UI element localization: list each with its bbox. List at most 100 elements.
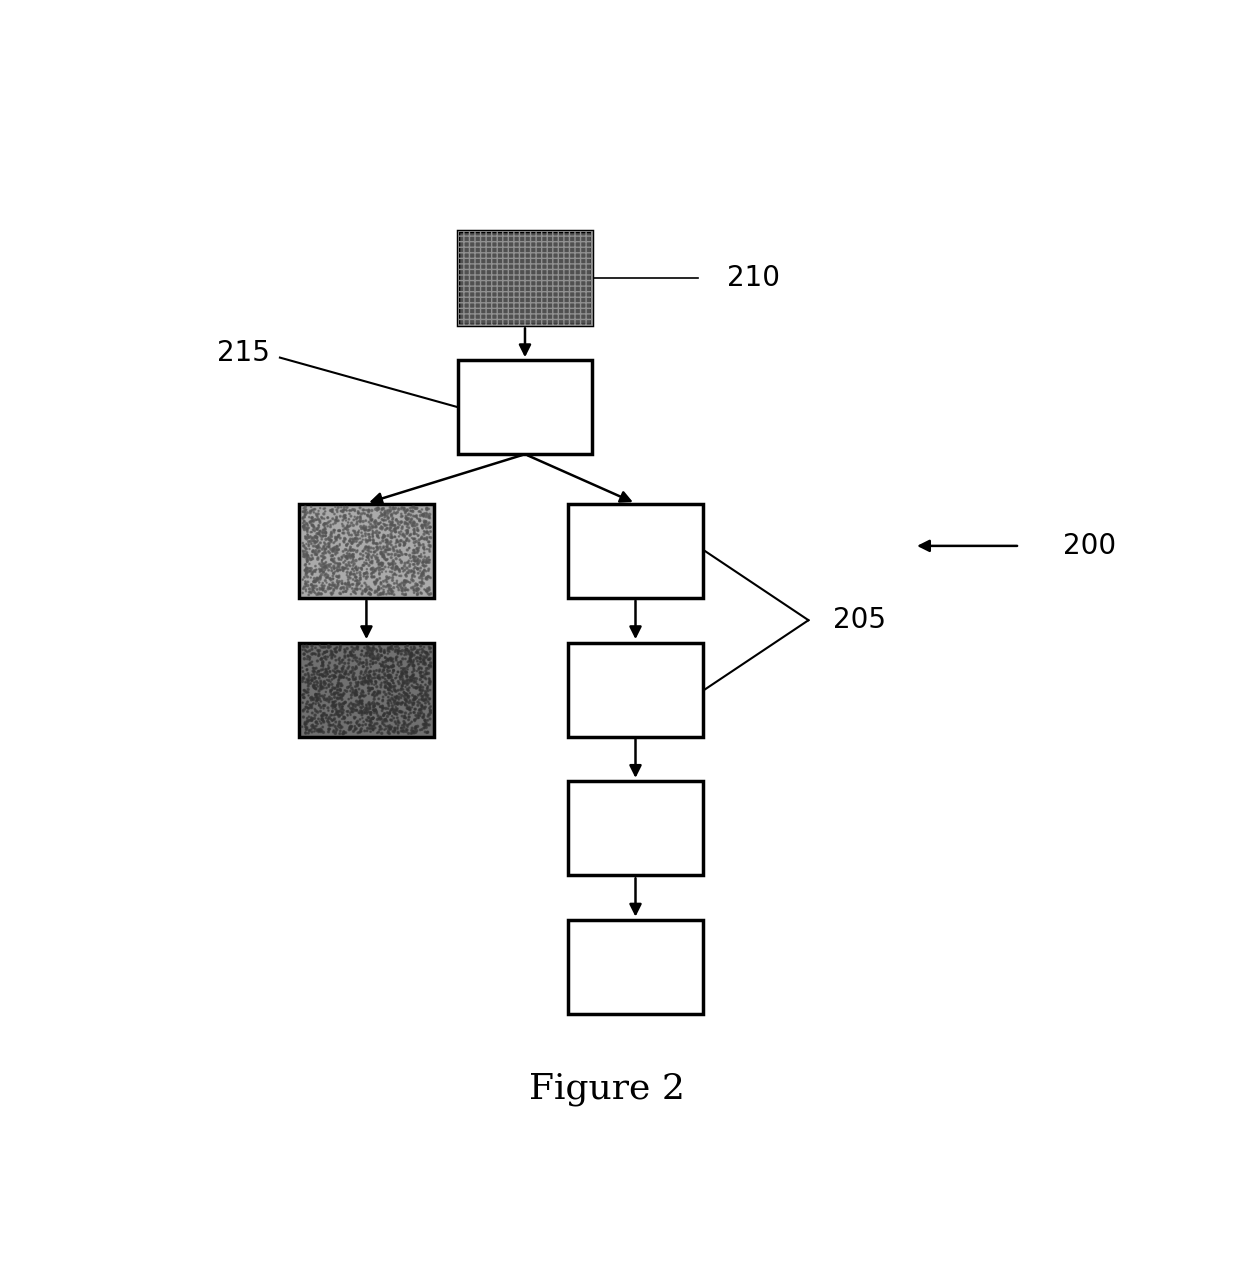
Point	[402, 644, 422, 664]
Point	[304, 676, 324, 696]
Point	[334, 507, 353, 528]
Point	[407, 524, 427, 544]
Point	[295, 717, 315, 737]
Point	[418, 677, 438, 698]
Point	[362, 709, 382, 730]
Point	[410, 663, 430, 683]
Point	[303, 507, 322, 528]
Point	[366, 673, 386, 694]
Point	[326, 694, 346, 714]
Point	[337, 497, 357, 517]
Point	[398, 501, 418, 521]
Point	[352, 641, 372, 662]
Point	[361, 671, 381, 691]
Point	[414, 555, 434, 575]
Bar	[458, 360, 593, 454]
Point	[322, 566, 342, 587]
Point	[378, 637, 398, 658]
Point	[336, 535, 356, 556]
Point	[306, 510, 326, 530]
Point	[310, 579, 330, 600]
Point	[350, 722, 370, 743]
Point	[312, 664, 332, 685]
Point	[315, 539, 335, 560]
Point	[303, 636, 322, 656]
Point	[407, 551, 427, 571]
Point	[362, 712, 382, 732]
Point	[317, 662, 337, 682]
Point	[386, 681, 405, 701]
Point	[315, 695, 335, 716]
Point	[368, 722, 388, 743]
Point	[409, 510, 429, 530]
Point	[361, 584, 381, 605]
Point	[298, 717, 317, 737]
Point	[309, 583, 329, 604]
Point	[388, 662, 408, 682]
Point	[388, 694, 408, 714]
Point	[341, 692, 361, 713]
Point	[361, 703, 381, 723]
Point	[306, 503, 326, 524]
Point	[414, 690, 434, 710]
Point	[384, 687, 404, 708]
Point	[387, 686, 407, 707]
Point	[396, 683, 415, 704]
Point	[392, 557, 412, 578]
Point	[309, 645, 329, 665]
Point	[309, 508, 329, 529]
Point	[322, 546, 342, 566]
Point	[409, 658, 429, 678]
Point	[330, 721, 350, 741]
Point	[394, 535, 414, 556]
Point	[348, 703, 368, 723]
Point	[397, 512, 417, 533]
Point	[294, 516, 314, 537]
Point	[383, 672, 403, 692]
Point	[322, 550, 342, 570]
Point	[412, 667, 432, 687]
Point	[367, 537, 387, 557]
Point	[418, 681, 438, 701]
Point	[419, 532, 439, 552]
Point	[350, 703, 370, 723]
Point	[414, 646, 434, 667]
Point	[339, 508, 358, 529]
Point	[346, 551, 366, 571]
Point	[343, 667, 363, 687]
Point	[408, 551, 428, 571]
Point	[373, 498, 393, 519]
Point	[315, 637, 335, 658]
Point	[378, 673, 398, 694]
Point	[293, 583, 312, 604]
Point	[378, 665, 398, 686]
Point	[389, 544, 409, 565]
Point	[346, 707, 366, 727]
Point	[332, 573, 352, 593]
Point	[339, 573, 358, 593]
Point	[414, 550, 434, 570]
Point	[355, 520, 374, 541]
Point	[371, 537, 391, 557]
Point	[342, 529, 362, 550]
Point	[386, 676, 405, 696]
Point	[330, 528, 350, 548]
Point	[362, 708, 382, 728]
Point	[357, 672, 377, 692]
Point	[363, 538, 383, 559]
Point	[381, 557, 401, 578]
Point	[315, 523, 335, 543]
Point	[295, 538, 315, 559]
Point	[363, 692, 383, 713]
Point	[343, 530, 363, 551]
Point	[325, 667, 345, 687]
Point	[401, 524, 420, 544]
Point	[298, 546, 317, 566]
Point	[372, 503, 392, 524]
Point	[309, 662, 329, 682]
Point	[398, 571, 418, 592]
Point	[376, 672, 396, 692]
Point	[346, 508, 366, 529]
Point	[293, 507, 312, 528]
Point	[343, 510, 363, 530]
